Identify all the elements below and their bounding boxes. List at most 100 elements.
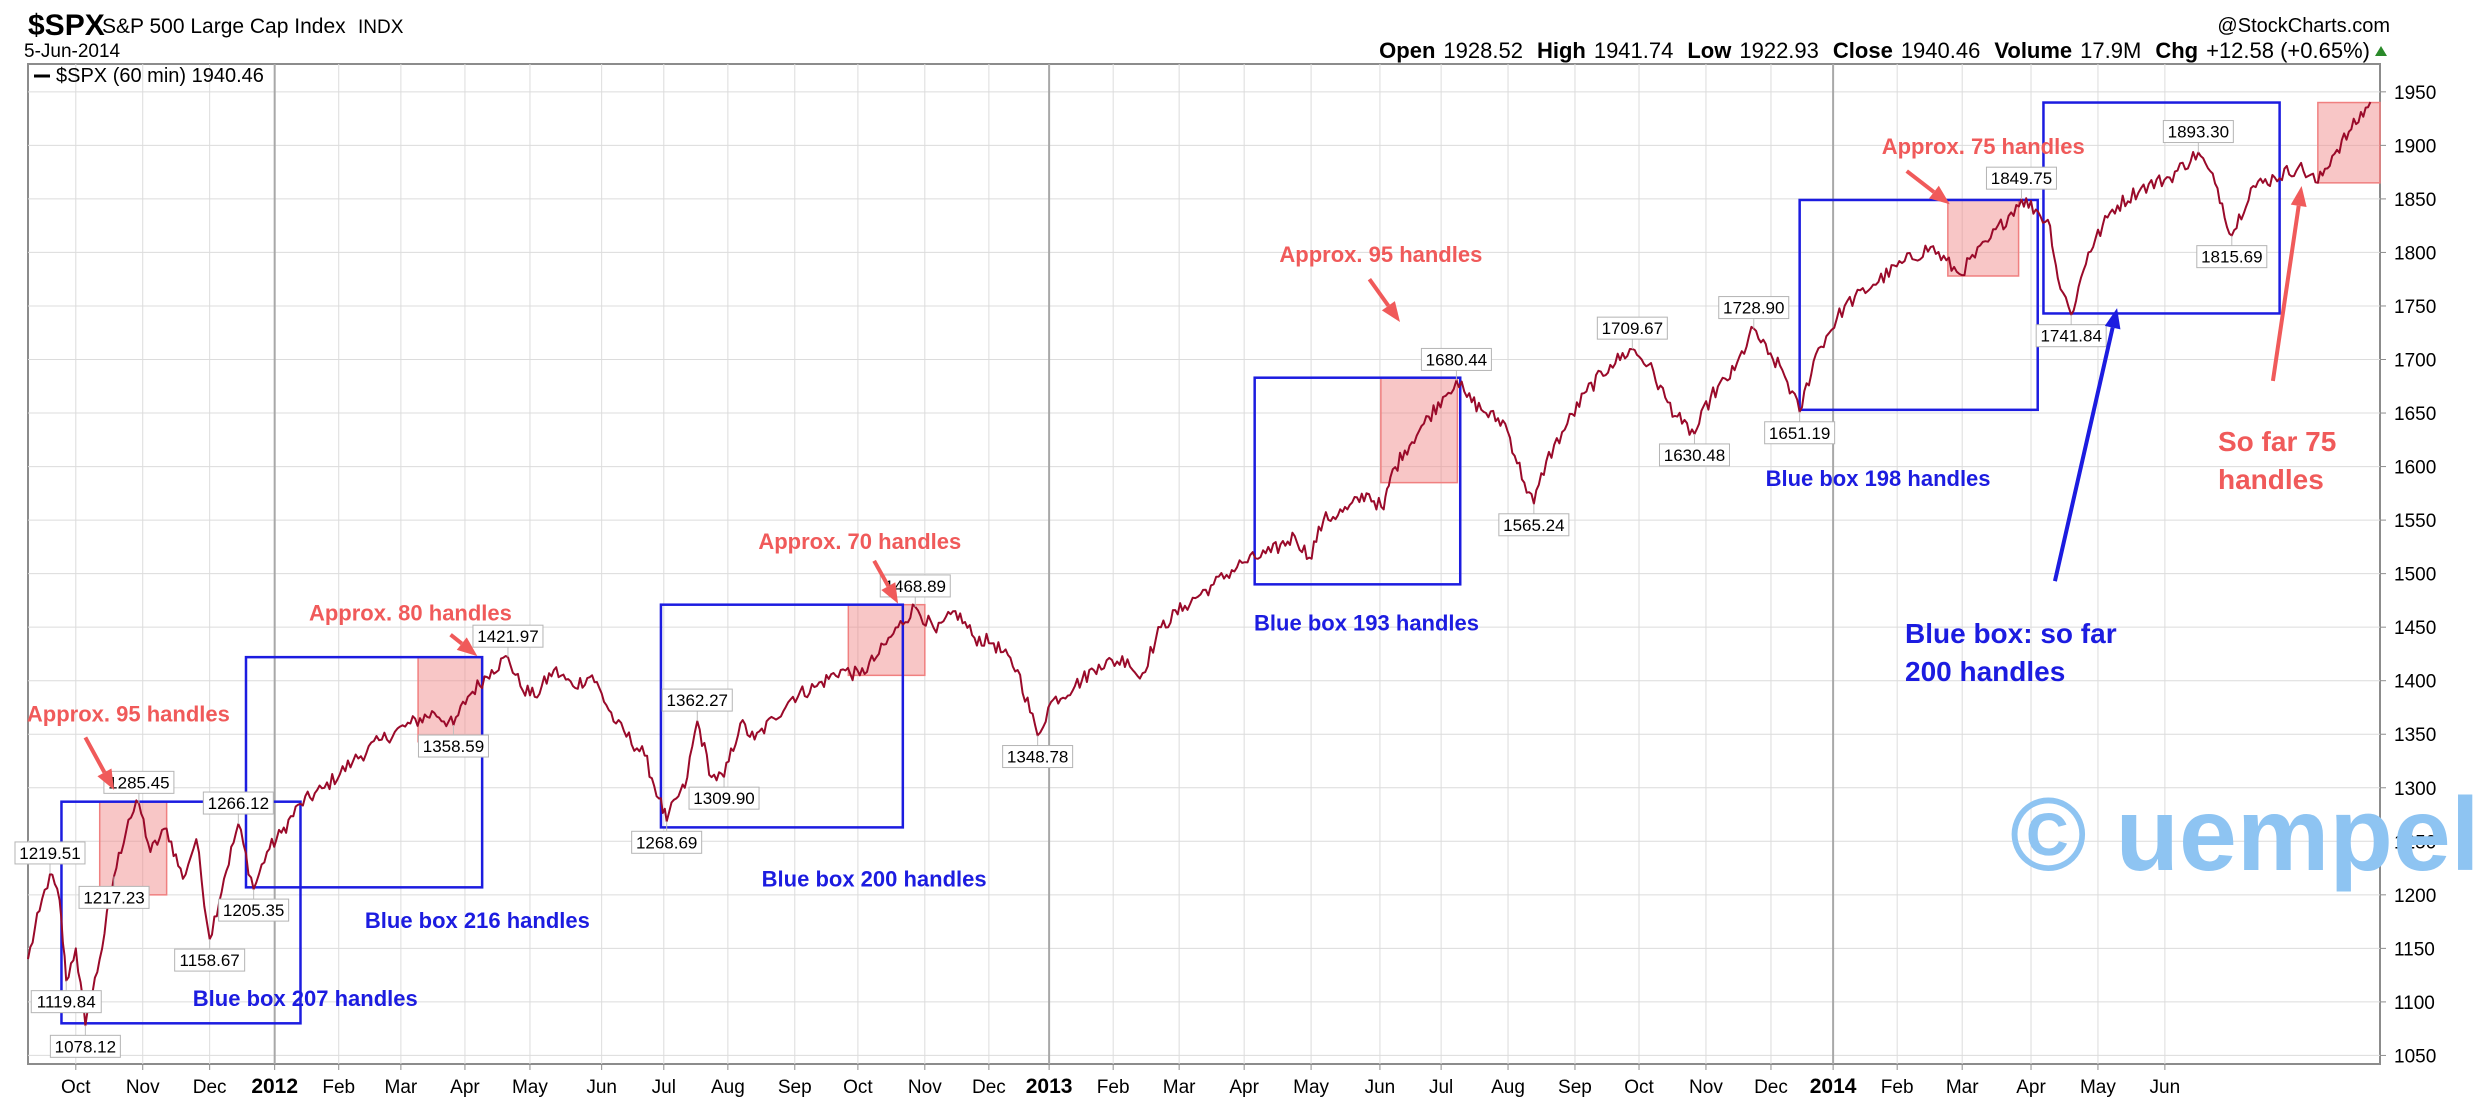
copyright: @StockCharts.com: [2217, 15, 2390, 37]
axes: 1050 1100 1150 1200 1250 1300 1350 1400 1450 1500…: [61, 83, 2436, 1098]
value-label-box: [1658, 443, 1730, 467]
value-label-box: [1498, 513, 1570, 537]
red-arrow-icon: [1367, 278, 1391, 307]
red-arrow-icon: [83, 736, 107, 774]
value-label-box: [1002, 745, 1074, 769]
y-tick-label: 1750: [2394, 297, 2436, 318]
x-tick-label: Aug: [711, 1077, 745, 1098]
blue-box: [659, 603, 905, 829]
value-label: 1217.23: [83, 888, 144, 907]
up-arrow-icon: [2375, 46, 2387, 56]
red-arrow-icon: [449, 633, 463, 646]
value-label: 1078.12: [55, 1037, 116, 1056]
close-value: 1940.46: [1901, 38, 1981, 63]
value-label-box: [2162, 120, 2234, 144]
y-tick-label: 1450: [2394, 618, 2436, 639]
x-tick-label: Jun: [1365, 1077, 1396, 1098]
watermark: © uempel: [2010, 777, 2474, 893]
close-label: Close: [1833, 38, 1893, 63]
value-label: 1651.19: [1769, 424, 1830, 443]
big-red-annotation-line: handles: [2218, 464, 2324, 495]
value-label-box: [1764, 421, 1836, 445]
value-label: 1348.78: [1007, 748, 1068, 767]
y-tick-label: 1350: [2394, 725, 2436, 746]
value-label-box: [202, 791, 274, 815]
value-label: 1421.97: [477, 627, 538, 646]
value-label-box: [30, 990, 102, 1014]
plot-area: [27, 63, 2381, 1065]
price-series: [27, 101, 2372, 1027]
value-label-box: [174, 948, 246, 972]
red-arrowhead-icon: [1381, 301, 1400, 323]
red-arrow-icon: [2270, 205, 2301, 382]
x-tick-label: Oct: [843, 1077, 873, 1098]
x-tick-label: Nov: [126, 1077, 160, 1098]
value-labels: 1219.51 1119.84 1078.12 1217.23 1285.45 1158.…: [14, 120, 2268, 1058]
x-tick-label: Apr: [2016, 1077, 2046, 1098]
y-tick-label: 1250: [2394, 832, 2436, 853]
value-label-box: [1596, 316, 1668, 340]
value-label-box: [2035, 324, 2107, 348]
x-tick-label: Dec: [972, 1077, 1006, 1098]
value-label: 1158.67: [180, 951, 240, 970]
blue-arrowhead-icon: [2104, 308, 2121, 330]
value-label-box: [688, 786, 760, 810]
red-arrowhead-icon: [456, 637, 478, 657]
red-box: [847, 603, 926, 677]
annotation-blue5: Blue box 198 handles: [1766, 466, 1991, 491]
blue-box: [1798, 198, 2039, 412]
x-tick-label: Sep: [778, 1077, 812, 1098]
blue-arrow-icon: [2052, 327, 2115, 582]
annotation-red4: Approx. 95 handles: [1279, 242, 1482, 267]
annotations: Approx. 95 handles Approx. 80 handles Appr…: [27, 134, 2336, 1011]
exchange: INDX: [358, 17, 404, 38]
low-label: Low: [1687, 38, 1732, 63]
annotation-red5: Approx. 75 handles: [1882, 134, 2085, 159]
low-value: 1922.93: [1739, 38, 1819, 63]
volume-label: Volume: [1994, 38, 2072, 63]
value-label-box: [103, 770, 175, 794]
x-tick-label: May: [2080, 1077, 2116, 1098]
x-tick-label: Feb: [322, 1077, 355, 1098]
x-tick-label: Aug: [1491, 1077, 1525, 1098]
y-tick-label: 1950: [2394, 83, 2436, 104]
chg-label: Chg: [2155, 38, 2198, 63]
annotation-blue1: Blue box 207 handles: [193, 986, 418, 1011]
y-tick-label: 1100: [2394, 993, 2435, 1014]
big-red-annotation-line: So far 75: [2218, 426, 2336, 457]
x-tick-label: Jun: [2150, 1077, 2181, 1098]
value-label-box: [879, 574, 951, 598]
annotation-red2: Approx. 80 handles: [309, 601, 512, 626]
red-arrowhead-icon: [1929, 185, 1950, 205]
x-tick-label: Jul: [652, 1077, 676, 1098]
value-label: 1266.12: [208, 794, 269, 813]
value-label: 1565.24: [1503, 516, 1564, 535]
index-name: S&P 500 Large Cap Index: [102, 15, 346, 38]
value-label: 1119.84: [37, 993, 96, 1012]
annotation-blue2: Blue box 216 handles: [365, 908, 590, 933]
x-tick-label: Feb: [1097, 1077, 1130, 1098]
blue-box: [244, 655, 484, 889]
open-value: 1928.52: [1443, 38, 1523, 63]
y-tick-label: 1300: [2394, 779, 2436, 800]
value-label: 1219.51: [19, 844, 80, 863]
value-label-box: [218, 898, 290, 922]
x-tick-label: Dec: [193, 1077, 227, 1098]
value-label-box: [631, 830, 703, 854]
big-blue-annotation-line: 200 handles: [1905, 656, 2065, 687]
value-label-box: [14, 841, 86, 865]
blue-box: [1253, 376, 1462, 586]
value-label: 1728.90: [1723, 299, 1784, 318]
big-blue-annotation-line: Blue box: so far: [1905, 618, 2117, 649]
x-tick-label: 2012: [251, 1075, 298, 1098]
x-tick-label: Dec: [1754, 1077, 1788, 1098]
red-box: [1947, 199, 2020, 277]
x-tick-label: May: [512, 1077, 548, 1098]
value-label: 1815.69: [2201, 248, 2262, 267]
red-arrowhead-icon: [97, 768, 115, 790]
value-label: 1362.27: [667, 691, 728, 710]
x-tick-label: Feb: [1881, 1077, 1914, 1098]
x-tick-label: Apr: [450, 1077, 480, 1098]
red-box: [98, 800, 168, 896]
x-tick-label: Oct: [61, 1077, 91, 1098]
